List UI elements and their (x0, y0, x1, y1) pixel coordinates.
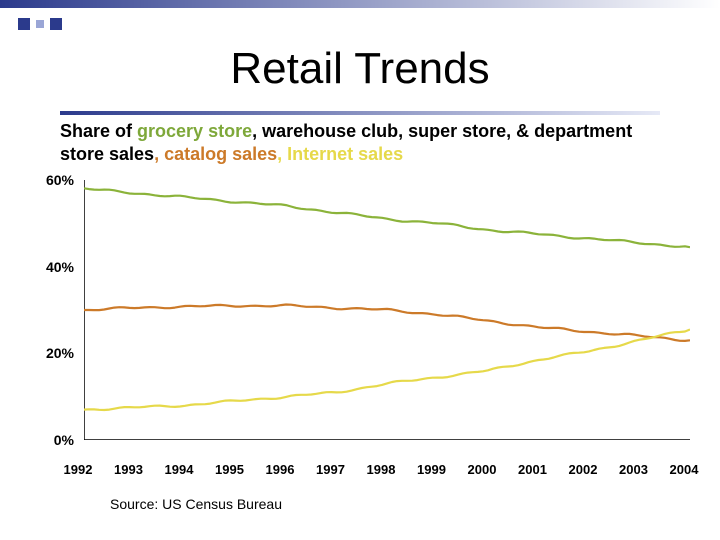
decor-squares (18, 18, 62, 30)
x-tick-label: 2002 (569, 462, 598, 477)
x-tick-label: 1997 (316, 462, 345, 477)
x-tick-label: 2001 (518, 462, 547, 477)
series-line-internet_sales (84, 330, 690, 411)
title-underline (60, 102, 660, 106)
decor-square-icon (50, 18, 62, 30)
source-citation: Source: US Census Bureau (110, 496, 282, 512)
x-tick-label: 1995 (215, 462, 244, 477)
series-line-grocery_store (84, 188, 690, 247)
slide: Retail Trends Share of grocery store, wa… (0, 0, 720, 540)
x-tick-label: 1998 (367, 462, 396, 477)
y-tick-label: 40% (46, 259, 74, 275)
subtitle-segment: grocery store (137, 121, 252, 141)
subtitle-segment: , catalog sales (154, 144, 277, 164)
x-tick-label: 1994 (165, 462, 194, 477)
x-tick-label: 1999 (417, 462, 446, 477)
x-tick-label: 2003 (619, 462, 648, 477)
decor-top-bar (0, 0, 720, 24)
y-axis-labels: 0%20%40%60% (36, 180, 78, 460)
page-title: Retail Trends (0, 44, 720, 94)
subtitle-prefix: Share of (60, 121, 137, 141)
subtitle-segment: , Internet sales (277, 144, 403, 164)
line-chart: 0%20%40%60% 1992199319941995199619971998… (36, 180, 696, 460)
x-tick-label: 1993 (114, 462, 143, 477)
x-tick-label: 1992 (64, 462, 93, 477)
y-tick-label: 20% (46, 345, 74, 361)
y-tick-label: 60% (46, 172, 74, 188)
chart-subtitle: Share of grocery store, warehouse club, … (60, 120, 680, 165)
decor-square-icon (18, 18, 30, 30)
x-tick-label: 2000 (468, 462, 497, 477)
x-tick-label: 2004 (670, 462, 699, 477)
series-line-catalog_sales (84, 305, 690, 341)
decor-square-icon (36, 20, 44, 28)
x-axis-labels: 1992199319941995199619971998199920002001… (78, 462, 696, 482)
x-tick-label: 1996 (266, 462, 295, 477)
y-tick-label: 0% (54, 432, 74, 448)
chart-plot-area (84, 180, 690, 440)
